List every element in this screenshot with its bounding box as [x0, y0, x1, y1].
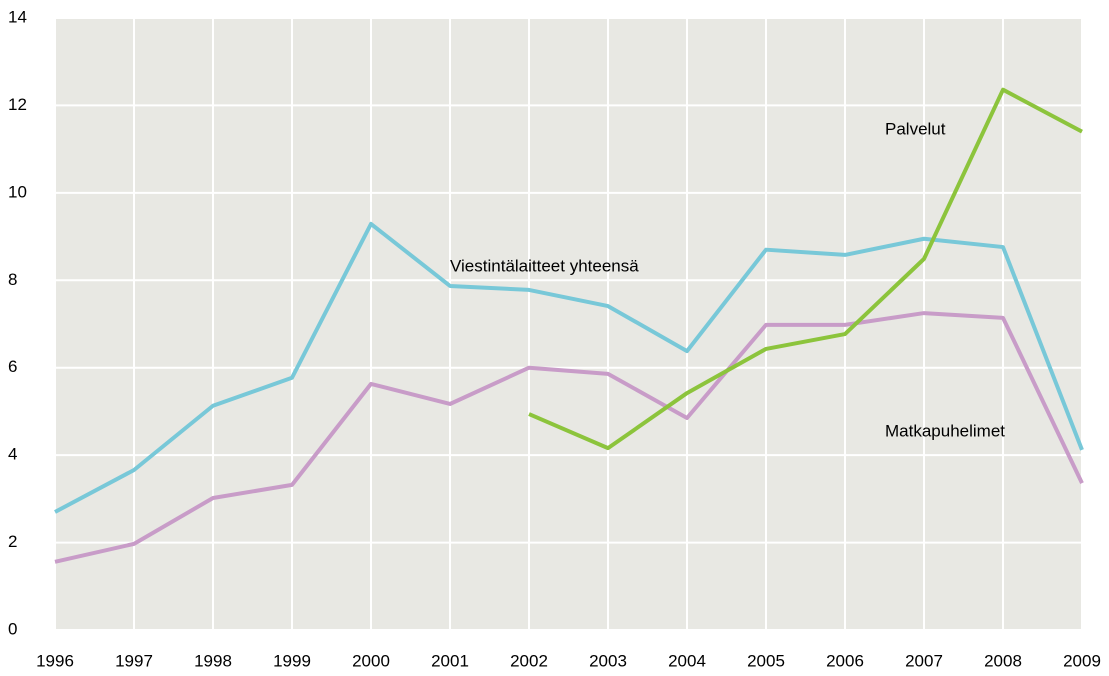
x-tick-label: 2000 [352, 651, 390, 670]
x-tick-label: 2004 [668, 651, 706, 670]
x-tick-label: 2005 [747, 651, 785, 670]
series-line [528, 87, 1083, 451]
x-tick-label: 1997 [115, 651, 153, 670]
series-line [54, 311, 1084, 564]
x-tick-label: 1996 [36, 651, 74, 670]
y-tick-label: 10 [8, 182, 27, 201]
y-tick-label: 4 [8, 445, 17, 464]
x-tick-label: 1998 [194, 651, 232, 670]
x-tick-label: 1999 [273, 651, 311, 670]
x-tick-label: 2003 [589, 651, 627, 670]
y-tick-label: 14 [8, 7, 27, 26]
series-label: Viestintälaitteet yhteensä [450, 256, 639, 275]
series-label: Palvelut [885, 119, 946, 138]
y-tick-label: 0 [8, 619, 17, 638]
series-label: Matkapuhelimet [885, 421, 1005, 440]
x-tick-label: 2008 [984, 651, 1022, 670]
y-tick-label: 8 [8, 270, 17, 289]
x-tick-label: 2009 [1063, 651, 1101, 670]
y-tick-label: 2 [8, 532, 17, 551]
x-tick-label: 2007 [905, 651, 943, 670]
x-tick-label: 2002 [510, 651, 548, 670]
plot-area [55, 18, 1082, 630]
y-tick-label: 12 [8, 95, 27, 114]
x-tick-label: 2001 [431, 651, 469, 670]
series-line [54, 221, 1084, 514]
x-tick-label: 2006 [826, 651, 864, 670]
y-tick-label: 6 [8, 357, 17, 376]
